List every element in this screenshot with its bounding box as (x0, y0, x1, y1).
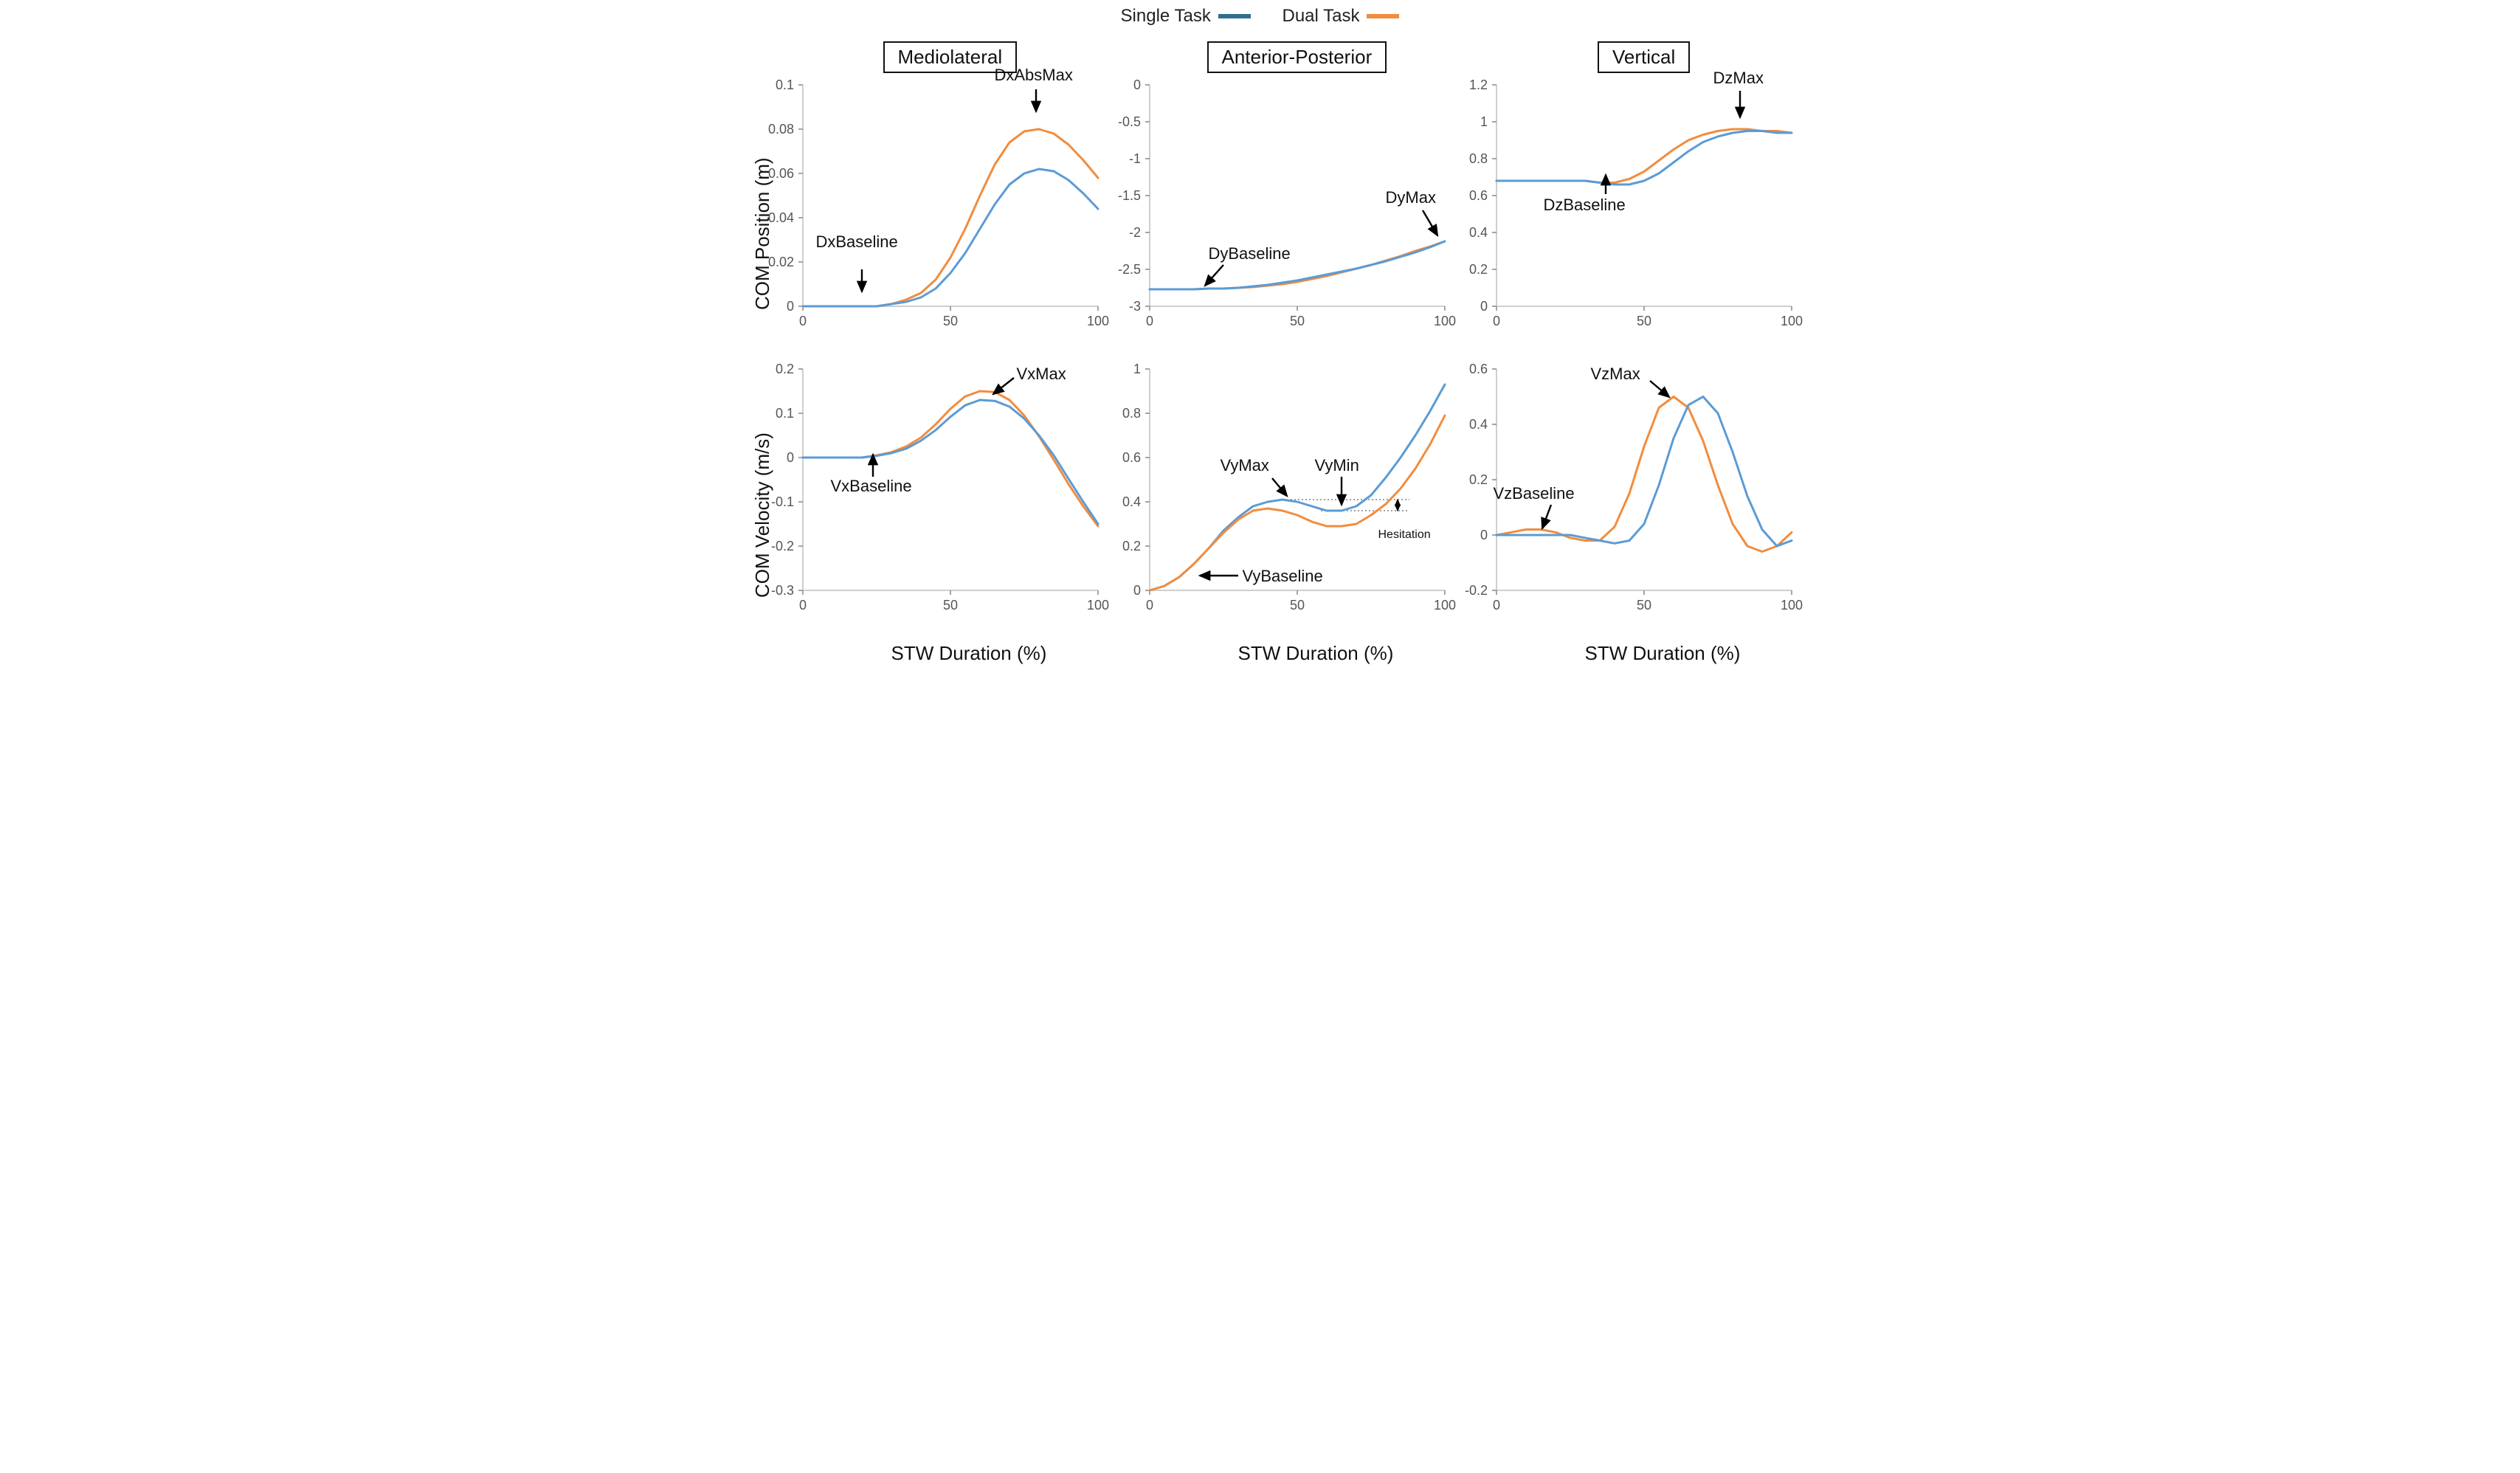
column-title: Anterior-Posterior (1207, 41, 1387, 73)
svg-text:-3: -3 (1128, 299, 1140, 314)
row-ylabel: COM Velocity (m/s) (751, 432, 774, 598)
svg-text:1: 1 (1480, 114, 1487, 129)
svg-text:0.04: 0.04 (767, 210, 793, 225)
x-axis-label: STW Duration (%) (1585, 642, 1741, 665)
svg-text:-1: -1 (1128, 151, 1140, 166)
svg-text:0.8: 0.8 (1468, 151, 1487, 166)
svg-text:-0.5: -0.5 (1117, 114, 1140, 129)
x-axis-label: STW Duration (%) (891, 642, 1047, 665)
svg-text:100: 100 (1433, 598, 1455, 613)
svg-text:100: 100 (1086, 598, 1108, 613)
chart-panel: -0.3-0.2-0.100.10.2050100VxMaxVxBaseline (803, 369, 1098, 590)
svg-text:100: 100 (1433, 314, 1455, 328)
chart-annotation: DyBaseline (1209, 244, 1291, 263)
svg-text:50: 50 (942, 598, 957, 613)
figure: Single Task Dual Task MediolateralAnteri… (707, 0, 1814, 679)
chart-annotation: DzMax (1713, 69, 1764, 88)
x-axis-label: STW Duration (%) (1238, 642, 1394, 665)
legend-label: Dual Task (1283, 6, 1360, 27)
svg-text:0.1: 0.1 (775, 77, 793, 92)
svg-text:-0.2: -0.2 (1464, 583, 1487, 598)
chart-annotation: VyMax (1221, 456, 1269, 475)
svg-text:100: 100 (1780, 314, 1802, 328)
svg-text:0: 0 (1492, 598, 1499, 613)
svg-text:-1.5: -1.5 (1117, 188, 1140, 203)
svg-text:0.4: 0.4 (1468, 225, 1487, 240)
svg-text:0.8: 0.8 (1122, 406, 1140, 421)
svg-text:0: 0 (1480, 528, 1487, 542)
svg-text:0: 0 (1145, 598, 1153, 613)
legend-item-dual: Dual Task (1283, 6, 1400, 27)
svg-text:0: 0 (1133, 77, 1140, 92)
svg-text:0.6: 0.6 (1468, 188, 1487, 203)
svg-text:0.2: 0.2 (1468, 262, 1487, 277)
svg-text:0.02: 0.02 (767, 255, 793, 269)
svg-text:-2: -2 (1128, 225, 1140, 240)
svg-text:0.2: 0.2 (1122, 539, 1140, 553)
chart-panel: 00.20.40.60.81050100VyMaxVyMinVyBaseline… (1150, 369, 1445, 590)
svg-text:0: 0 (1145, 314, 1153, 328)
chart-panel: 00.20.40.60.811.2050100DzMaxDzBaseline (1497, 85, 1792, 306)
svg-text:0.2: 0.2 (775, 362, 793, 376)
chart-annotation: DxBaseline (816, 232, 898, 252)
svg-text:0: 0 (798, 598, 806, 613)
legend: Single Task Dual Task (707, 6, 1814, 27)
svg-text:0: 0 (1480, 299, 1487, 314)
svg-text:100: 100 (1780, 598, 1802, 613)
legend-label: Single Task (1121, 6, 1211, 27)
chart-annotation: Hesitation (1378, 528, 1431, 542)
svg-text:0.6: 0.6 (1122, 450, 1140, 465)
svg-text:0: 0 (786, 450, 793, 465)
chart-annotation: VyMin (1315, 456, 1359, 475)
chart-panel: 00.020.040.060.080.1050100DxAbsMaxDxBase… (803, 85, 1098, 306)
legend-swatch (1367, 14, 1399, 18)
svg-text:0.6: 0.6 (1468, 362, 1487, 376)
chart-annotation: DyMax (1386, 188, 1436, 207)
svg-text:0.06: 0.06 (767, 166, 793, 181)
svg-text:50: 50 (1289, 598, 1304, 613)
chart-annotation: DxAbsMax (995, 66, 1073, 85)
chart-annotation: VyBaseline (1243, 567, 1323, 586)
svg-text:-0.2: -0.2 (770, 539, 793, 553)
svg-text:0: 0 (1133, 583, 1140, 598)
legend-item-single: Single Task (1121, 6, 1251, 27)
svg-text:1: 1 (1133, 362, 1140, 376)
svg-text:0: 0 (786, 299, 793, 314)
chart-annotation: DzBaseline (1544, 196, 1626, 215)
svg-text:50: 50 (1289, 314, 1304, 328)
svg-text:0: 0 (1492, 314, 1499, 328)
legend-swatch (1218, 14, 1251, 18)
chart-panel: -0.200.20.40.6050100VzMaxVzBaseline (1497, 369, 1792, 590)
svg-text:100: 100 (1086, 314, 1108, 328)
svg-text:0: 0 (798, 314, 806, 328)
svg-text:0.4: 0.4 (1468, 417, 1487, 432)
chart-annotation: VxBaseline (831, 477, 912, 496)
svg-text:1.2: 1.2 (1468, 77, 1487, 92)
chart-annotation: VzMax (1591, 365, 1640, 384)
svg-text:-0.3: -0.3 (770, 583, 793, 598)
svg-text:50: 50 (1636, 314, 1651, 328)
svg-text:-0.1: -0.1 (770, 494, 793, 509)
svg-text:50: 50 (942, 314, 957, 328)
column-title: Vertical (1598, 41, 1690, 73)
chart-annotation: VzBaseline (1494, 484, 1575, 503)
chart-panel: -3-2.5-2-1.5-1-0.50050100DyMaxDyBaseline (1150, 85, 1445, 306)
svg-text:-2.5: -2.5 (1117, 262, 1140, 277)
svg-text:0.2: 0.2 (1468, 472, 1487, 487)
svg-text:0.1: 0.1 (775, 406, 793, 421)
svg-text:0.4: 0.4 (1122, 494, 1140, 509)
svg-text:50: 50 (1636, 598, 1651, 613)
chart-annotation: VxMax (1017, 365, 1066, 384)
svg-text:0.08: 0.08 (767, 122, 793, 137)
